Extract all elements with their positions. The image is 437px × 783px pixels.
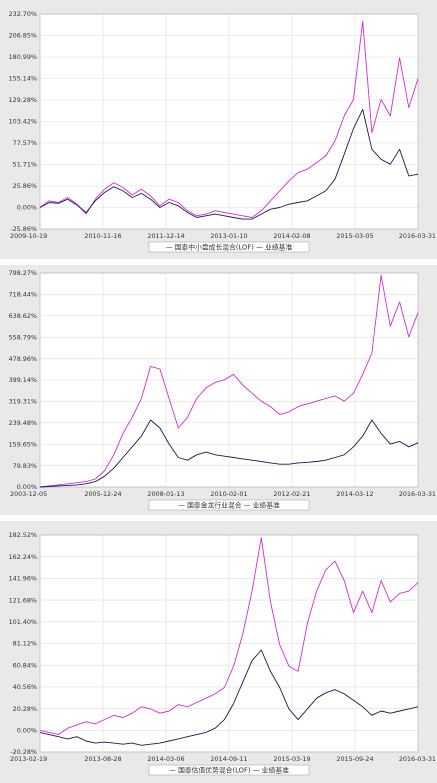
y-tick-label: 60.84%	[13, 661, 37, 669]
chart-2-svg: 798.27% 718.44% 638.62% 558.79% 478.96% 399.1…	[9, 269, 436, 511]
chart-1-svg: 232.70% 206.85% 180.99% 155.14% 129.28% 103.4…	[9, 10, 436, 253]
legend-text: — 国泰估值优势混合(LOF) — 业绩基准	[169, 766, 289, 775]
y-tick-label: 0.00%	[17, 483, 37, 491]
x-tick-label: 2015-09-24	[336, 755, 373, 763]
series-line-benchmark	[39, 108, 419, 220]
y-tick-label: 155.14%	[9, 75, 37, 83]
series-line-fund	[39, 274, 419, 488]
chart-panel-2: 798.27% 718.44% 638.62% 558.79% 478.96% 399.1…	[0, 265, 437, 515]
x-tick-label: 2005-12-24	[84, 490, 121, 498]
y-tick-label: 558.79%	[9, 333, 37, 341]
y-tick-label: 638.62%	[9, 312, 37, 320]
series-line-benchmark	[39, 419, 419, 488]
x-tick-label: 2014-02-08	[273, 232, 310, 240]
x-tick-label: 2014-09-11	[210, 755, 247, 763]
panel-separator	[0, 259, 437, 265]
series-line-benchmark	[39, 649, 419, 746]
legend-text: — 国泰金龙行业混合 — 业绩基准	[178, 501, 280, 510]
y-tick-label: 103.42%	[9, 118, 37, 126]
y-tick-label: 81.12%	[13, 640, 37, 648]
y-tick-label: 101.40%	[9, 618, 37, 626]
x-tick-label: 2010-11-16	[84, 232, 121, 240]
series-line-fund	[39, 537, 419, 736]
legend-box	[148, 241, 310, 253]
chart-3-svg: 182.52% 162.24% 141.96% 121.68% 101.40% 81.12…	[9, 531, 436, 776]
x-tick-label: 2014-03-12	[336, 490, 373, 498]
y-tick-label: 20.28%	[13, 705, 37, 713]
legend-box	[148, 764, 310, 776]
legend-text: — 国泰中小盘成长混合(LOF) — 业绩基准	[166, 243, 293, 252]
y-tick-label: 239.48%	[9, 419, 37, 427]
x-tick-label: 2012-02-21	[273, 490, 310, 498]
chart-panel-1: 232.70% 206.85% 180.99% 155.14% 129.28% 103.4…	[0, 0, 437, 259]
x-tick-label: 2016-03-31	[399, 232, 436, 240]
x-tick-label: 2003-12-05	[10, 490, 47, 498]
x-tick-label: 2013-08-28	[84, 755, 121, 763]
y-tick-label: 478.96%	[9, 355, 37, 363]
x-tick-label: 2010-02-01	[210, 490, 247, 498]
y-tick-label: 180.99%	[9, 53, 37, 61]
y-tick-label: -25.86%	[10, 225, 37, 233]
legend-box	[148, 499, 310, 511]
panel-separator	[0, 515, 437, 521]
y-tick-label: 79.83%	[13, 462, 37, 470]
y-tick-label: 25.86%	[13, 182, 37, 190]
x-tick-label: 2011-12-14	[147, 232, 184, 240]
y-tick-label: 51.71%	[13, 161, 37, 169]
y-tick-label: 159.65%	[9, 440, 37, 448]
y-tick-label: -20.28%	[10, 748, 37, 756]
y-tick-label: 319.31%	[9, 398, 37, 406]
y-tick-label: 232.70%	[9, 10, 37, 18]
x-tick-label: 2013-02-19	[10, 755, 47, 763]
x-tick-label: 2016-03-31	[399, 490, 436, 498]
y-tick-label: 0.00%	[17, 727, 37, 735]
y-tick-label: 182.52%	[9, 531, 37, 539]
y-tick-label: 121.68%	[9, 596, 37, 604]
y-tick-label: 141.96%	[9, 575, 37, 583]
x-tick-label: 2008-01-13	[147, 490, 184, 498]
y-tick-label: 162.24%	[9, 553, 37, 561]
y-tick-label: 399.14%	[9, 376, 37, 384]
y-tick-label: 129.28%	[9, 96, 37, 104]
x-tick-label: 2013-01-10	[210, 232, 247, 240]
x-tick-label: 2016-03-31	[399, 755, 436, 763]
y-tick-label: 206.85%	[9, 32, 37, 40]
x-tick-label: 2014-03-06	[147, 755, 184, 763]
x-tick-label: 2009-10-19	[10, 232, 47, 240]
y-tick-label: 798.27%	[9, 269, 37, 277]
series-line-fund	[39, 20, 419, 218]
y-tick-label: 0.00%	[17, 204, 37, 212]
chart-panel-3: 182.52% 162.24% 141.96% 121.68% 101.40% 81.12…	[0, 521, 437, 783]
y-tick-label: 40.56%	[13, 683, 37, 691]
y-tick-label: 718.44%	[9, 291, 37, 299]
x-tick-label: 2015-03-19	[273, 755, 310, 763]
x-tick-label: 2015-03-05	[336, 232, 373, 240]
y-tick-label: 77.57%	[13, 139, 37, 147]
